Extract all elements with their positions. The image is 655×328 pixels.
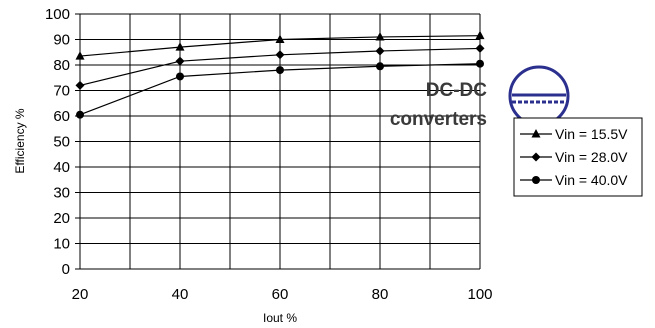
x-tick-label: 40 [172,286,189,303]
series-2 [75,43,485,90]
y-tick-label: 50 [53,134,70,151]
overlay-title-line1: DC-DC [426,80,487,101]
y-tick-label: 30 [53,185,70,202]
dc-symbol-icon [508,65,570,127]
grid [75,13,481,270]
tick-labels: 0 10 20 30 40 50 60 70 80 90 100 20 40 60 80 100 [45,6,493,303]
y-tick-label: 70 [53,83,70,100]
legend-entry: Vin = 28.0V [520,149,628,165]
x-axis-label: Iout % [263,311,297,325]
x-tick-label: 60 [272,286,289,303]
y-tick-label: 0 [62,261,70,278]
data-point [476,59,484,68]
data-point [275,50,285,60]
x-tick-label: 20 [72,286,89,303]
legend-marker [532,176,540,184]
data-point [175,42,185,51]
legend-label: Vin = 40.0V [555,172,628,188]
legend-entry: Vin = 40.0V [520,172,628,188]
data-point [276,66,284,75]
y-tick-label: 90 [53,32,70,49]
x-tick-label: 80 [372,286,389,303]
x-tick-label: 100 [467,286,492,303]
legend-marker [531,152,541,162]
data-point [75,51,85,60]
y-tick-label: 10 [53,236,70,253]
legend-marker [531,129,541,138]
legend-label: Vin = 28.0V [555,149,628,165]
data-point [475,30,485,40]
data-point [176,72,184,81]
data-point [376,62,384,71]
y-tick-label: 20 [53,210,70,227]
data-point [76,110,84,119]
y-axis-label: Efficiency % [13,108,27,173]
y-tick-label: 60 [53,108,70,125]
data-point [275,34,285,43]
legend: Vin = 15.5V Vin = 28.0V Vin = 40.0V [513,117,643,197]
data-point [75,80,85,90]
series-1 [75,30,485,60]
data-point [175,56,185,66]
y-tick-label: 80 [53,57,70,74]
series-3 [76,59,484,119]
y-tick-label: 100 [45,6,70,23]
data-point [375,31,385,41]
data-point [375,46,385,56]
overlay-title-line2: converters [390,109,487,130]
data-point [475,43,485,53]
y-tick-label: 40 [53,159,70,176]
legend-entry: Vin = 15.5V [520,126,628,142]
series-layer [75,30,485,119]
legend-label: Vin = 15.5V [555,126,628,142]
